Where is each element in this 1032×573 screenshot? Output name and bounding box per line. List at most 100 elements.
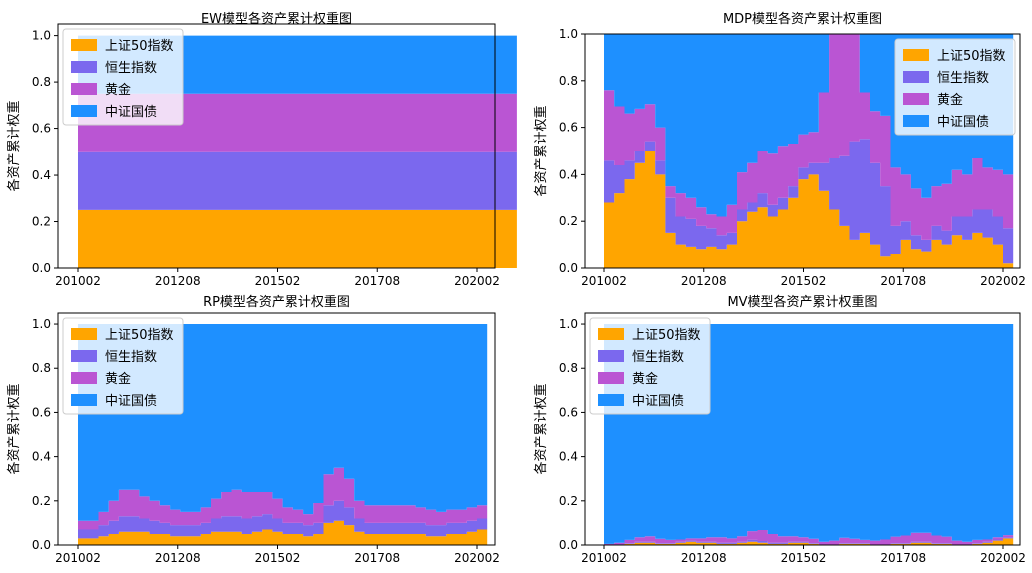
legend-label-gold: 黄金	[105, 371, 131, 387]
legend-swatch-treasury	[71, 105, 97, 117]
chart-title: EW模型各资产累计权重图	[201, 11, 352, 27]
y-tick-label: 0.0	[559, 261, 578, 275]
y-axis-label: 各资产累计权重	[6, 383, 22, 474]
y-tick-label: 0.2	[559, 214, 578, 228]
x-tick-label: 201502	[781, 551, 827, 565]
x-tick-label: 202002	[454, 274, 500, 288]
legend-label-hangseng: 恒生指数	[632, 350, 684, 365]
legend-swatch-treasury	[598, 394, 624, 406]
x-tick-label: 202002	[454, 551, 500, 565]
x-tick-label: 201708	[880, 274, 926, 288]
legend-label-gold: 黄金	[937, 92, 963, 108]
area-sse50	[78, 209, 517, 268]
legend-label-treasury: 中证国债	[105, 105, 157, 120]
area-sse50	[604, 151, 1014, 268]
legend-label-treasury: 中证国债	[937, 115, 989, 130]
y-axis-label: 各资产累计权重	[6, 100, 22, 191]
area-hangseng	[604, 537, 1014, 545]
y-axis-label: 各资产累计权重	[533, 383, 549, 474]
y-tick-label: 0.0	[32, 538, 51, 552]
x-tick-label: 202002	[980, 551, 1026, 565]
y-tick-label: 0.2	[32, 215, 51, 229]
x-tick-label: 201708	[354, 274, 400, 288]
legend-label-sse50: 上证50指数	[105, 328, 174, 343]
y-tick-label: 0.8	[559, 361, 578, 375]
legend-swatch-hangseng	[71, 350, 97, 362]
legend-box	[589, 317, 711, 415]
legend-box	[62, 317, 184, 415]
y-tick-label: 1.0	[559, 27, 578, 41]
legend-label-hangseng: 恒生指数	[105, 350, 157, 365]
y-tick-label: 0.8	[32, 75, 51, 89]
legend-swatch-sse50	[71, 328, 97, 340]
y-tick-label: 0.4	[559, 167, 578, 181]
legend-swatch-sse50	[71, 39, 97, 51]
x-tick-label: 201708	[354, 551, 400, 565]
legend-label-treasury: 中证国债	[632, 394, 684, 409]
legend-swatch-gold	[598, 372, 624, 384]
y-tick-label: 1.0	[559, 317, 578, 331]
legend-label-sse50: 上证50指数	[632, 328, 701, 343]
y-tick-label: 0.2	[32, 494, 51, 508]
legend-label-gold: 黄金	[632, 371, 658, 387]
legend-swatch-hangseng	[71, 61, 97, 73]
x-tick-label: 201208	[681, 274, 727, 288]
y-tick-label: 0.2	[559, 494, 578, 508]
legend-label-gold: 黄金	[105, 82, 131, 98]
legend-swatch-gold	[903, 93, 929, 105]
y-tick-label: 1.0	[32, 317, 51, 331]
legend-label-hangseng: 恒生指数	[105, 61, 157, 76]
x-tick-label: 201002	[55, 551, 101, 565]
legend-swatch-treasury	[903, 115, 929, 127]
y-tick-label: 1.0	[32, 29, 51, 43]
legend-swatch-gold	[71, 372, 97, 384]
x-tick-label: 201708	[880, 551, 926, 565]
plot-frame	[584, 312, 1021, 546]
x-tick-label: 201208	[681, 551, 727, 565]
chart-title: RP模型各资产累计权重图	[203, 294, 350, 310]
y-tick-label: 0.4	[32, 450, 51, 464]
legend-swatch-hangseng	[903, 71, 929, 83]
x-tick-label: 201208	[155, 551, 201, 565]
legend-box	[62, 28, 184, 126]
x-tick-label: 201002	[55, 274, 101, 288]
y-tick-label: 0.6	[559, 405, 578, 419]
legend-label-treasury: 中证国债	[105, 394, 157, 409]
y-tick-label: 0.8	[32, 361, 51, 375]
area-gold	[78, 93, 517, 152]
chart-title: MV模型各资产累计权重图	[727, 294, 877, 310]
legend-box	[894, 38, 1016, 136]
y-tick-label: 0.6	[32, 405, 51, 419]
plot-frame	[584, 33, 1021, 269]
chart-title: MDP模型各资产累计权重图	[723, 11, 882, 27]
legend-swatch-treasury	[71, 394, 97, 406]
area-hangseng	[78, 151, 517, 210]
x-tick-label: 201208	[155, 274, 201, 288]
y-tick-label: 0.4	[559, 450, 578, 464]
legend-swatch-sse50	[598, 328, 624, 340]
x-tick-label: 201502	[781, 274, 827, 288]
x-tick-label: 201002	[581, 551, 627, 565]
x-tick-label: 202002	[980, 274, 1026, 288]
area-gold	[604, 34, 1014, 240]
plot-frame	[57, 312, 496, 546]
y-tick-label: 0.6	[32, 122, 51, 136]
x-tick-label: 201502	[255, 274, 301, 288]
y-tick-label: 0.0	[32, 261, 51, 275]
area-treasury	[78, 35, 517, 94]
legend-label-sse50: 上证50指数	[105, 39, 174, 54]
y-tick-label: 0.8	[559, 74, 578, 88]
legend-label-hangseng: 恒生指数	[937, 71, 989, 86]
y-tick-label: 0.4	[32, 168, 51, 182]
legend-swatch-hangseng	[598, 350, 624, 362]
y-tick-label: 0.0	[559, 538, 578, 552]
